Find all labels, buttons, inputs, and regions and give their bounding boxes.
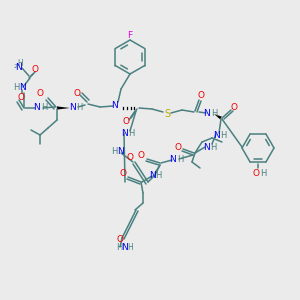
Text: O: O xyxy=(122,118,130,127)
Text: O: O xyxy=(32,65,38,74)
Text: N: N xyxy=(69,103,75,112)
Text: N: N xyxy=(121,130,128,139)
Text: O: O xyxy=(197,91,205,100)
Text: N: N xyxy=(202,142,209,152)
Text: O: O xyxy=(127,154,134,163)
Text: N: N xyxy=(169,155,176,164)
Text: H: H xyxy=(128,130,134,139)
Text: N: N xyxy=(214,131,220,140)
Text: H: H xyxy=(111,148,117,157)
Text: O: O xyxy=(175,142,182,152)
Text: N: N xyxy=(112,101,118,110)
Text: N: N xyxy=(117,148,123,157)
Text: O: O xyxy=(74,89,80,98)
Text: H: H xyxy=(13,82,19,91)
Text: S: S xyxy=(164,109,170,119)
Text: N: N xyxy=(15,62,21,71)
Text: H: H xyxy=(41,103,47,112)
Text: O: O xyxy=(116,236,124,244)
Text: H: H xyxy=(127,244,133,253)
Text: N: N xyxy=(34,103,40,112)
Text: O: O xyxy=(230,103,238,112)
Text: N: N xyxy=(148,172,155,181)
Text: 2: 2 xyxy=(13,64,17,68)
Text: H: H xyxy=(177,155,183,164)
Text: F: F xyxy=(128,31,133,40)
Text: O: O xyxy=(253,169,260,178)
Text: N: N xyxy=(204,110,210,118)
Text: H: H xyxy=(260,169,266,178)
Text: O: O xyxy=(119,169,127,178)
Text: O: O xyxy=(37,88,44,98)
Text: H: H xyxy=(155,172,161,181)
Text: N: N xyxy=(122,244,128,253)
Text: H: H xyxy=(17,58,23,68)
Text: O: O xyxy=(137,152,145,160)
Text: H: H xyxy=(116,244,122,253)
Polygon shape xyxy=(57,106,70,110)
Text: H: H xyxy=(210,142,216,152)
Text: N: N xyxy=(19,82,26,91)
Text: H: H xyxy=(220,131,226,140)
Text: O: O xyxy=(17,94,25,103)
Text: H: H xyxy=(76,103,82,112)
Text: H: H xyxy=(211,110,217,118)
Polygon shape xyxy=(214,114,222,119)
